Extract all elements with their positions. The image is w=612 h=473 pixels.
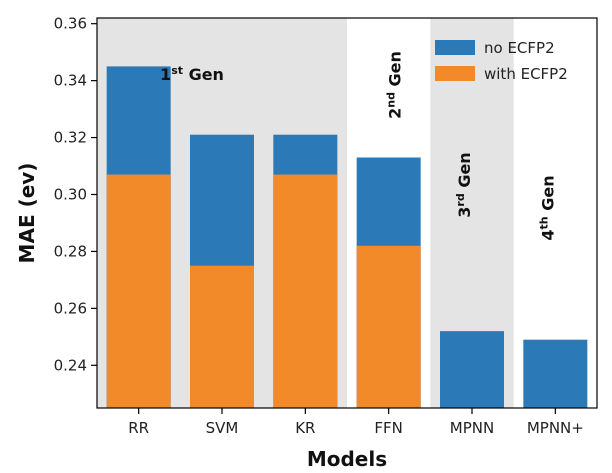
x-axis-title: Models	[307, 447, 387, 471]
legend-swatch-1	[435, 40, 475, 55]
bars	[106, 66, 588, 408]
y-tick-label: 0.34	[54, 72, 87, 90]
x-tick-label: RR	[128, 419, 149, 437]
legend: no ECFP2 with ECFP2	[435, 39, 568, 83]
bar-with-ecfp2-kr	[273, 174, 338, 408]
gen-label-1: 1st Gen	[160, 64, 224, 85]
bar-with-ecfp2-svm	[190, 265, 254, 408]
legend-label-1: no ECFP2	[484, 39, 555, 57]
x-tick-label: KR	[295, 419, 315, 437]
x-tick-label: SVM	[206, 419, 239, 437]
y-tick-label: 0.30	[54, 185, 87, 203]
bar-with-ecfp2-ffn	[356, 245, 421, 408]
bar-no-ecfp2-mpnn	[440, 331, 504, 408]
axes: 0.24 0.26 0.28 0.30 0.32 0.34 0.36 RR SVM KR FFN MP…	[54, 15, 598, 437]
generation-labels: 1st Gen 2nd Gen 3rd Gen 4th Gen	[160, 51, 557, 241]
y-tick-label: 0.24	[54, 356, 87, 374]
y-tick-label: 0.32	[54, 129, 87, 147]
x-tick-label: MPNN	[450, 419, 494, 437]
gen-label-3: 3rd Gen	[454, 152, 475, 217]
y-tick-label: 0.28	[54, 242, 87, 260]
gen-label-4: 4th Gen	[537, 175, 558, 240]
plot-frame	[96, 17, 598, 409]
x-tick-label: MPNN+	[527, 419, 584, 437]
bar-with-ecfp2-rr	[106, 174, 171, 408]
y-tick-label: 0.36	[54, 15, 87, 33]
bar-no-ecfp2-mpnn-plus	[523, 339, 588, 408]
legend-swatch-2	[435, 66, 475, 81]
legend-label-2: with ECFP2	[484, 65, 568, 83]
x-tick-label: FFN	[374, 419, 402, 437]
y-axis-title: MAE (ev)	[15, 163, 39, 264]
gen-label-2: 2nd Gen	[384, 51, 405, 119]
y-tick-label: 0.26	[54, 299, 87, 317]
